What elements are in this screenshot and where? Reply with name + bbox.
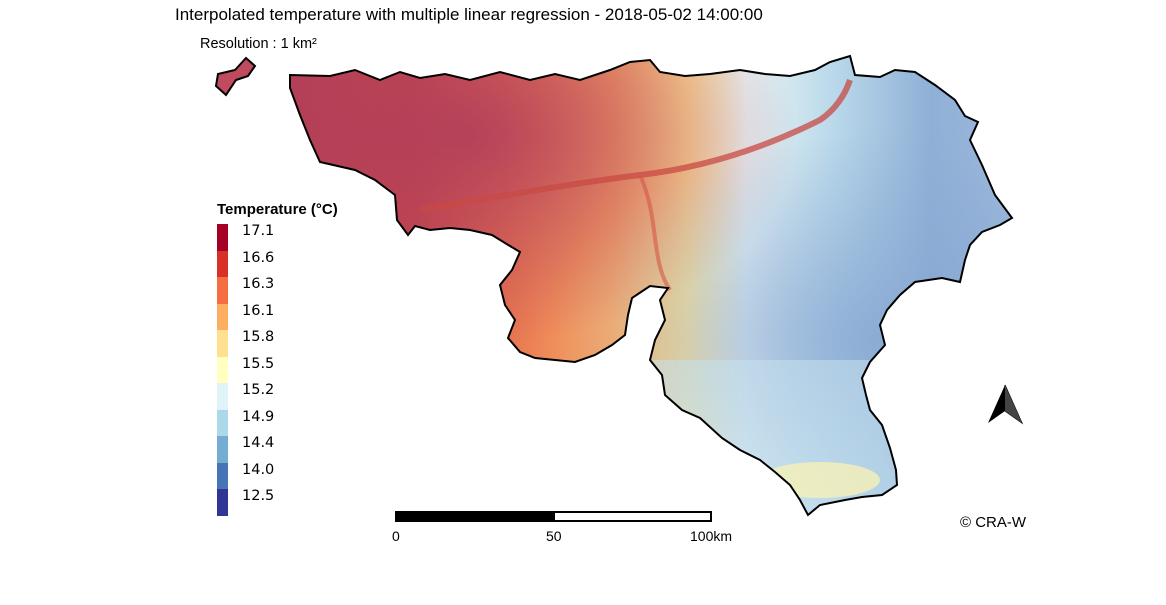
legend-swatch xyxy=(217,436,228,463)
legend-label: 15.8 xyxy=(242,329,275,345)
scale-label-mid: 50 xyxy=(546,528,562,544)
legend-item: 17.1 xyxy=(217,223,338,251)
scale-bar xyxy=(395,511,712,522)
legend-label: 16.6 xyxy=(242,249,275,266)
legend-item: 16.3 xyxy=(217,276,338,304)
copyright-notice: © CRA-W xyxy=(960,514,1027,531)
map-subtitle: Resolution : 1 km² xyxy=(200,36,317,52)
enclave-region xyxy=(214,56,257,97)
legend-item: 14.4 xyxy=(217,435,338,463)
legend-label: 14.9 xyxy=(242,408,275,425)
legend-item: 15.2 xyxy=(217,382,338,410)
legend-swatch xyxy=(217,462,228,489)
scale-label-start: 0 xyxy=(392,528,400,544)
legend-item: 15.5 xyxy=(217,355,338,383)
legend-swatch xyxy=(217,330,228,357)
legend-item: 14.0 xyxy=(217,461,338,489)
legend-item: 14.9 xyxy=(217,408,338,436)
legend: Temperature (°C) 17.1 16.6 16.3 16.1 15.… xyxy=(217,201,338,516)
legend-swatch xyxy=(217,489,228,516)
map-title: Interpolated temperature with multiple l… xyxy=(175,5,763,24)
legend-label: 12.5 xyxy=(242,488,275,504)
legend-item: 16.6 xyxy=(217,249,338,277)
legend-swatch xyxy=(217,303,228,330)
legend-swatch xyxy=(217,224,228,251)
legend-swatch xyxy=(217,277,228,304)
legend-label: 16.1 xyxy=(242,302,275,319)
legend-label: 14.4 xyxy=(242,435,275,451)
legend-label: 14.0 xyxy=(242,461,275,478)
legend-item: 12.5 xyxy=(217,488,338,516)
north-arrow-icon xyxy=(988,384,1024,425)
legend-label: 15.5 xyxy=(242,355,275,372)
legend-label: 17.1 xyxy=(242,223,275,239)
legend-item: 15.8 xyxy=(217,329,338,357)
legend-swatch xyxy=(217,250,228,277)
legend-swatch xyxy=(217,409,228,436)
legend-label: 16.3 xyxy=(242,276,275,292)
legend-label: 15.2 xyxy=(242,382,275,398)
legend-items: 17.1 16.6 16.3 16.1 15.8 15.5 15.2 14.9 … xyxy=(217,223,338,516)
legend-title: Temperature (°C) xyxy=(217,201,338,218)
legend-item: 16.1 xyxy=(217,302,338,330)
legend-swatch xyxy=(217,383,228,410)
scale-label-end: 100km xyxy=(690,528,733,544)
legend-swatch xyxy=(217,356,228,383)
